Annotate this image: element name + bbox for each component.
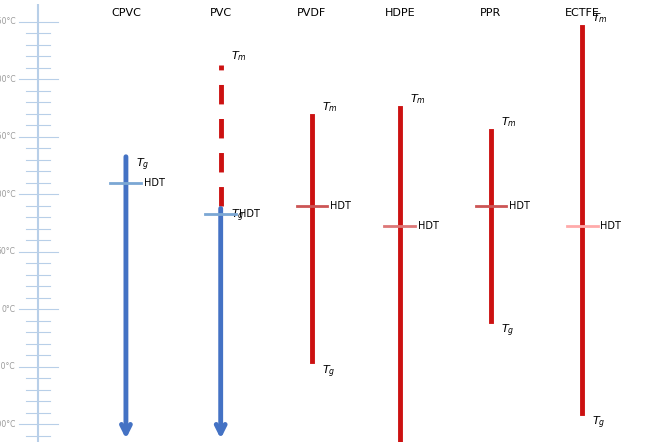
Text: 100°C: 100°C	[0, 190, 16, 199]
Text: HDPE: HDPE	[384, 8, 415, 18]
Text: 50°C: 50°C	[0, 247, 16, 256]
Text: -50°C: -50°C	[0, 362, 16, 371]
Text: $T_g$: $T_g$	[231, 208, 244, 224]
Text: 0°C: 0°C	[2, 305, 16, 314]
Text: -100°C: -100°C	[0, 420, 16, 429]
Text: $T_m$: $T_m$	[592, 11, 608, 25]
Text: CPVC: CPVC	[111, 8, 141, 18]
Text: $T_m$: $T_m$	[322, 100, 337, 114]
Text: $T_g$: $T_g$	[136, 156, 149, 173]
Text: $T_g$: $T_g$	[501, 323, 514, 339]
Text: 200°C: 200°C	[0, 75, 16, 84]
Text: 150°C: 150°C	[0, 132, 16, 141]
Text: $T_g$: $T_g$	[592, 415, 606, 431]
Text: 250°C: 250°C	[0, 17, 16, 26]
Text: PVC: PVC	[210, 8, 232, 18]
Text: $T_g$: $T_g$	[322, 363, 335, 380]
Text: $T_m$: $T_m$	[231, 50, 246, 63]
Text: HDT: HDT	[600, 222, 621, 231]
Text: HDT: HDT	[418, 222, 439, 231]
Text: HDT: HDT	[144, 178, 165, 188]
Text: ECTFE: ECTFE	[565, 8, 600, 18]
Text: HDT: HDT	[330, 201, 351, 211]
Text: $T_m$: $T_m$	[501, 115, 517, 129]
Text: PVDF: PVDF	[297, 8, 327, 18]
Text: $T_m$: $T_m$	[409, 92, 425, 106]
Text: HDT: HDT	[239, 209, 260, 219]
Text: HDT: HDT	[509, 201, 530, 211]
Text: PPR: PPR	[480, 8, 501, 18]
